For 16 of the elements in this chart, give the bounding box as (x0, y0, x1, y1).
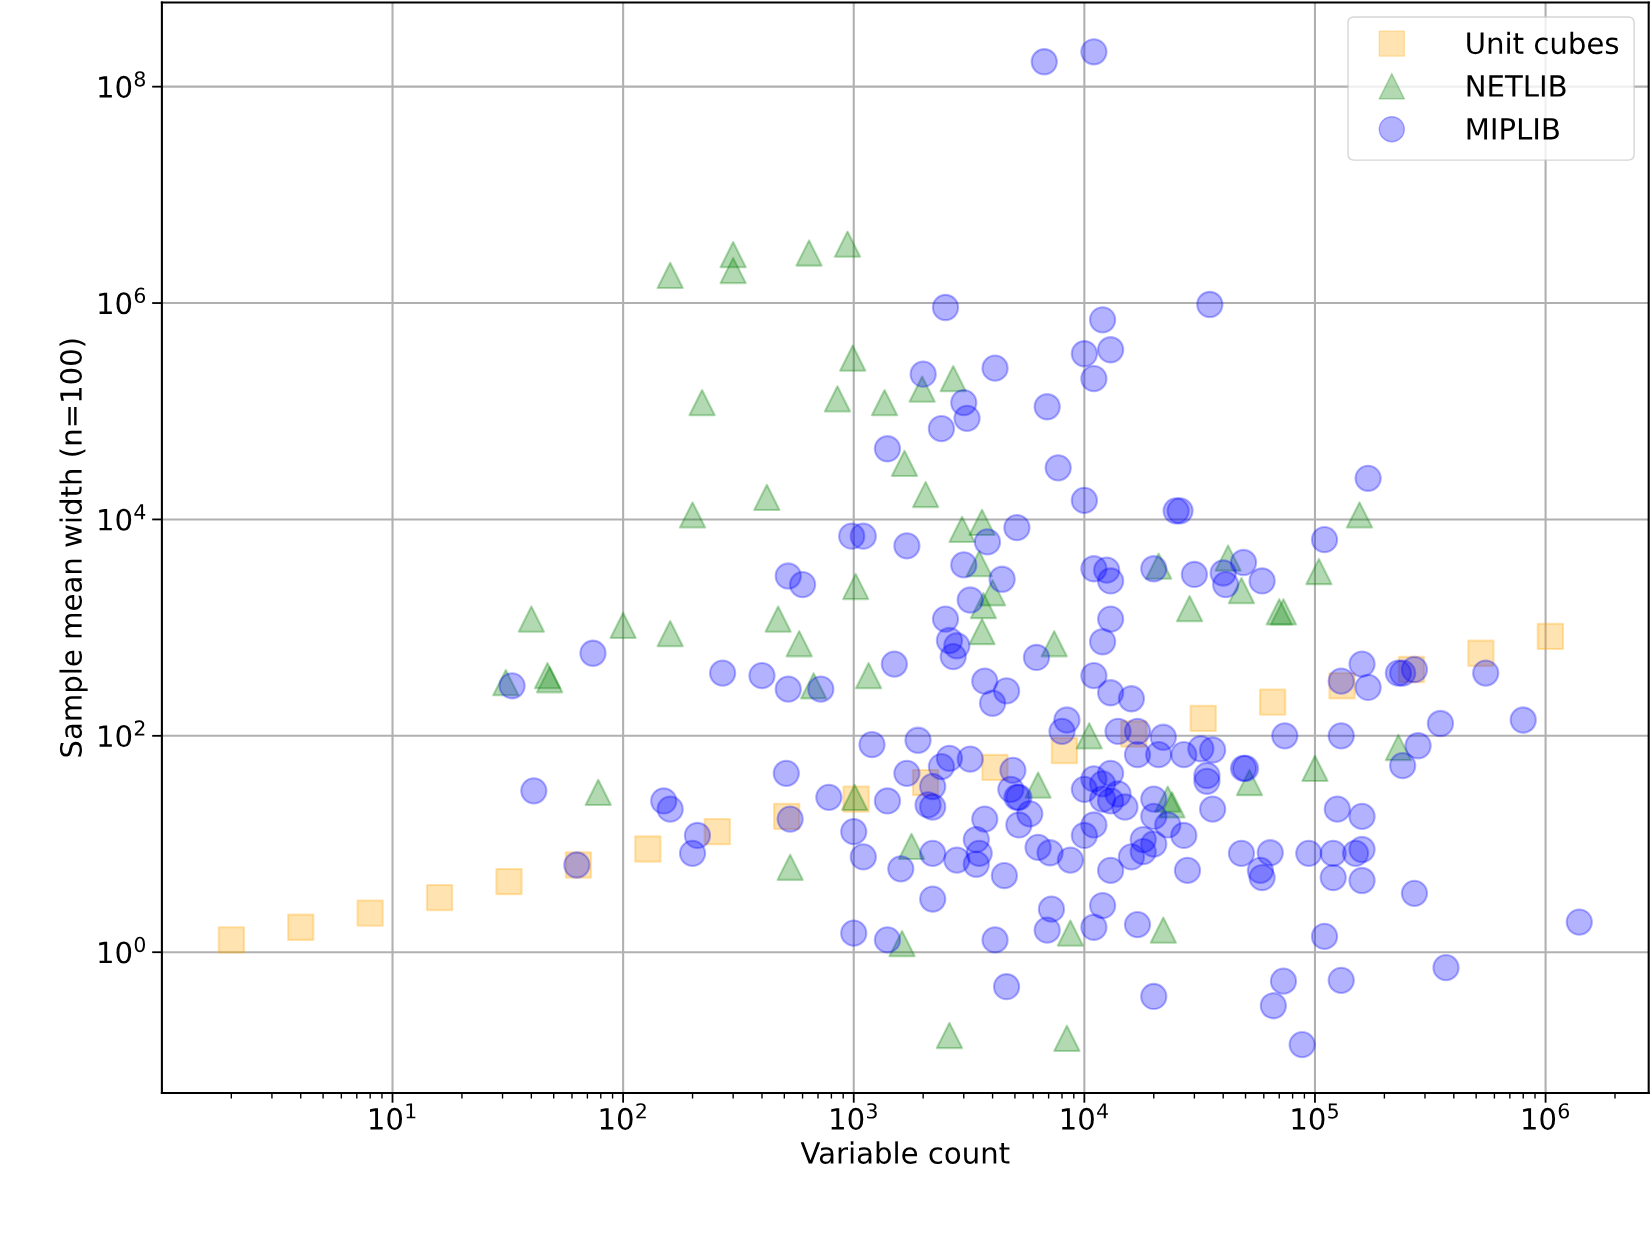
y-tick-label: 10$^{8}$ (99, 71, 145, 98)
x-tick-label: 10$^{2}$ (600, 1103, 646, 1130)
x-tick-label: 10$^{5}$ (1292, 1103, 1338, 1130)
y-axis-title: Sample mean width (n=100) (59, 339, 88, 757)
x-axis-title: Variable count (800, 1141, 1010, 1164)
legend-label: NETLIB (1467, 75, 1566, 97)
x-tick-label: 10$^{4}$ (1061, 1103, 1108, 1130)
y-tick-label: 10$^{4}$ (99, 504, 146, 531)
y-tick-label: 10$^{2}$ (99, 720, 145, 748)
x-tick-label: 10$^{1}$ (370, 1103, 416, 1130)
y-tick-label: 10$^{0}$ (99, 936, 146, 964)
legend-label: MIPLIB (1467, 118, 1559, 140)
x-tick-label: 10$^{3}$ (831, 1103, 877, 1130)
y-tick-label: 10$^{6}$ (99, 287, 146, 315)
x-tick-label: 10$^{6}$ (1523, 1103, 1570, 1130)
legend-label: Unit cubes (1467, 31, 1619, 55)
